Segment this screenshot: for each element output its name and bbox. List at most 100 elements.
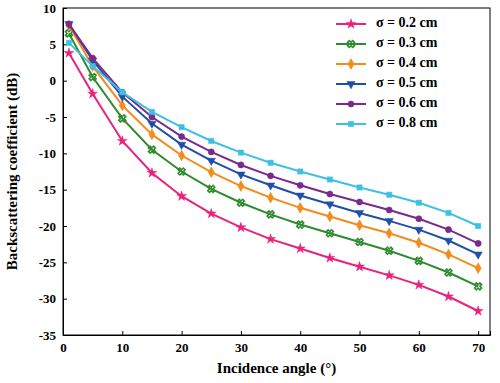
series-marker [326,202,334,209]
series-marker [475,263,481,274]
series-marker [238,162,244,168]
series-marker [149,114,155,120]
series-marker [88,89,98,98]
series-marker [206,184,216,194]
legend-item: σ = 0.5 cm [336,75,438,90]
series-marker [178,150,184,161]
legend-item: σ = 0.2 cm [336,15,438,30]
data-layer [64,20,484,315]
series-marker [475,223,480,228]
legend-item: σ = 0.6 cm [336,95,438,110]
series-marker [474,252,482,259]
series-marker [297,202,303,213]
tick-mark [63,8,67,9]
tick: -15 [39,182,67,197]
tick-label: -15 [39,182,57,197]
series-marker [473,306,483,315]
series-marker [354,237,364,247]
tick: 10 [43,1,67,16]
series-line [69,25,478,268]
series-marker [268,160,273,165]
x-axis-title: Incidence angle (°) [217,360,336,377]
series-marker [176,166,186,176]
series-marker [149,129,155,140]
series-marker [327,211,333,222]
tick-mark [419,331,420,335]
tick-label: 0 [60,340,67,355]
series-marker [355,262,365,271]
legend-label: σ = 0.2 cm [376,15,438,30]
series-marker [177,191,187,200]
tick: 70 [472,331,485,355]
series-marker [66,40,71,45]
series-marker [90,63,95,68]
tick: 40 [294,331,307,355]
tick-mark [63,335,67,336]
tick: 10 [116,331,129,355]
series-marker [414,280,424,289]
axis-line [64,331,491,336]
series-marker [179,134,185,140]
legend-marker [346,19,356,28]
tick-mark [63,117,67,118]
tick-label: 60 [413,340,426,355]
tick-label: 10 [43,1,56,16]
tick: -30 [39,291,67,306]
series-marker [117,113,127,123]
series-marker [236,222,246,231]
y-axis: -35-30-25-20-15-10-50510 [39,1,67,343]
legend-marker [348,121,353,126]
y-axis-title: Backscattering coefficient (dB) [4,73,21,270]
series-marker [87,72,97,82]
series-marker [117,136,127,145]
tick-label: -10 [39,146,56,161]
series-marker [206,208,216,217]
series-marker [327,191,333,197]
series-marker [148,121,156,128]
series-marker [325,228,335,238]
tick-label: -35 [39,328,57,343]
tick: -10 [39,146,67,161]
series-marker [414,256,424,266]
tick-label: -25 [39,255,57,270]
tick-mark [182,331,183,335]
series-marker [238,181,244,192]
series-marker [64,48,74,57]
tick-mark [241,331,242,335]
tick-mark [63,81,67,82]
series-marker [267,173,273,179]
tick-label: -30 [39,291,56,306]
tick-label: 5 [50,37,57,52]
series-marker [120,90,125,95]
legend: σ = 0.2 cmσ = 0.3 cmσ = 0.4 cmσ = 0.5 cm… [336,15,438,130]
series-marker [356,199,362,205]
series-marker [238,150,243,155]
series-marker [149,109,154,114]
tick-mark [63,299,67,300]
legend-label: σ = 0.8 cm [376,115,438,130]
tick: -25 [39,255,67,270]
tick-label: -20 [39,219,56,234]
tick: -35 [39,328,67,343]
tick-label: 30 [235,340,248,355]
legend-item: σ = 0.8 cm [336,115,438,130]
series-marker [416,200,421,205]
tick: 0 [50,73,67,88]
tick-mark [300,331,301,335]
series-marker [265,209,275,219]
series-marker [298,169,303,174]
legend-marker [346,39,356,49]
legend-marker [348,59,354,70]
tick-label: 50 [354,340,367,355]
legend-label: σ = 0.6 cm [376,95,438,110]
tick: 5 [50,37,67,52]
series-marker [208,167,214,178]
tick: -20 [39,219,67,234]
tick-mark [63,153,67,154]
series-marker [443,267,453,277]
series-line [69,33,478,286]
series-marker [416,237,422,248]
series-marker [209,138,214,143]
tick-mark [360,331,361,335]
series-marker [387,192,392,197]
